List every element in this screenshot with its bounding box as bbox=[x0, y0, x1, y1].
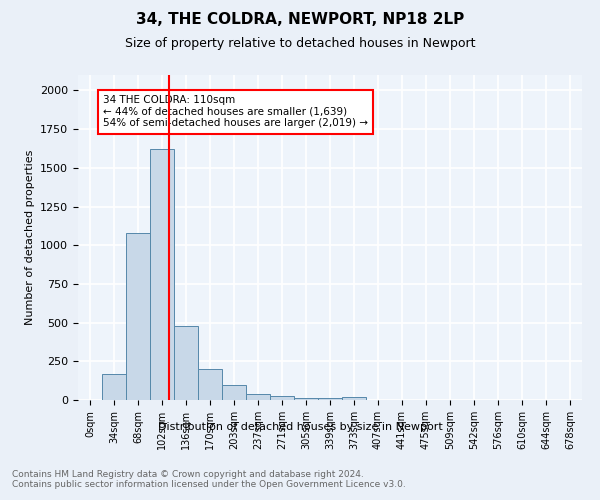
Bar bbox=[342, 397, 366, 400]
Bar bbox=[222, 384, 246, 400]
Text: 34 THE COLDRA: 110sqm
← 44% of detached houses are smaller (1,639)
54% of semi-d: 34 THE COLDRA: 110sqm ← 44% of detached … bbox=[103, 95, 368, 128]
Bar bbox=[318, 398, 342, 400]
Text: Contains HM Land Registry data © Crown copyright and database right 2024.
Contai: Contains HM Land Registry data © Crown c… bbox=[12, 470, 406, 490]
Bar bbox=[294, 398, 318, 400]
Bar bbox=[198, 369, 222, 400]
Bar bbox=[150, 150, 174, 400]
Bar bbox=[174, 326, 198, 400]
Bar bbox=[270, 396, 294, 400]
Bar bbox=[102, 374, 126, 400]
Bar bbox=[246, 394, 270, 400]
Text: 34, THE COLDRA, NEWPORT, NP18 2LP: 34, THE COLDRA, NEWPORT, NP18 2LP bbox=[136, 12, 464, 28]
Y-axis label: Number of detached properties: Number of detached properties bbox=[25, 150, 35, 325]
Text: Distribution of detached houses by size in Newport: Distribution of detached houses by size … bbox=[158, 422, 442, 432]
Bar bbox=[126, 233, 150, 400]
Text: Size of property relative to detached houses in Newport: Size of property relative to detached ho… bbox=[125, 38, 475, 51]
